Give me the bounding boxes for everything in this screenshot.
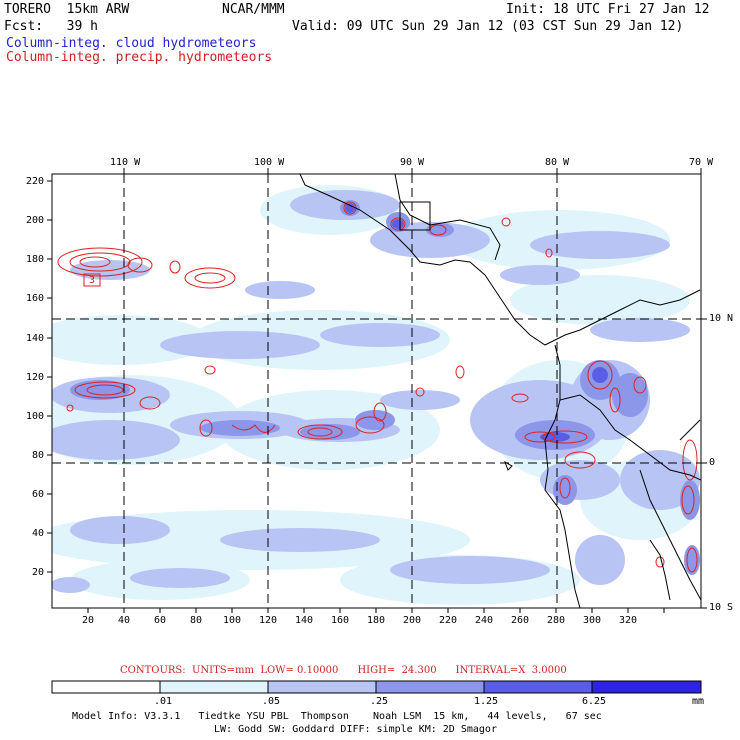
x-tick-label: 20: [82, 615, 95, 626]
x-tick-label: 140: [295, 615, 314, 626]
x-tick-label: 180: [367, 615, 386, 626]
lon-label: 100 W: [254, 157, 285, 168]
x-tick-label: 60: [154, 615, 167, 626]
contour-value-label: 3: [89, 275, 96, 286]
x-tick-label: 280: [547, 615, 566, 626]
physics-info: LW: Godd SW: Goddard DIFF: simple KM: 2D…: [214, 724, 497, 735]
y-tick-label: 140: [26, 333, 45, 344]
lon-label: 70 W: [689, 157, 714, 168]
colorbar-label: .05: [262, 696, 281, 707]
field-cloud-label: Column-integ. cloud hydrometeors: [6, 36, 257, 51]
x-tick-label: 300: [583, 615, 602, 626]
lon-label: 110 W: [110, 157, 141, 168]
y-tick-label: 180: [26, 254, 45, 265]
lon-label: 90 W: [400, 157, 425, 168]
colorbar-label: .25: [370, 696, 389, 707]
x-tick-label: 260: [511, 615, 530, 626]
init-time: Init: 18 UTC Fri 27 Jan 12: [506, 2, 710, 17]
org-label: NCAR/MMM: [222, 2, 285, 17]
x-tick-label: 120: [259, 615, 278, 626]
x-tick-label: 40: [118, 615, 131, 626]
field-precip-label: Column-integ. precip. hydrometeors: [6, 50, 273, 65]
y-tick-label: 100: [26, 411, 45, 422]
y-tick-label: 160: [26, 293, 45, 304]
x-tick-label: 100: [223, 615, 242, 626]
forecast-hour: Fcst: 39 h: [4, 19, 98, 34]
x-tick-label: 240: [475, 615, 494, 626]
colorbar-label: 6.25: [582, 696, 607, 707]
y-tick-label: 60: [32, 489, 45, 500]
y-tick-label: 80: [32, 450, 45, 461]
lat-label: 10 N: [709, 313, 734, 324]
lat-lon-grid: [52, 174, 701, 608]
model-info: Model Info: V3.3.1 Tiedtke YSU PBL Thomp…: [72, 711, 602, 722]
x-tick-label: 220: [439, 615, 458, 626]
x-tick-label: 160: [331, 615, 350, 626]
contour-info: CONTOURS: UNITS=mm LOW= 0.10000 HIGH= 24…: [120, 665, 567, 676]
y-tick-label: 220: [26, 176, 45, 187]
hydrometeor-field: [52, 174, 701, 608]
x-tick-label: 80: [190, 615, 203, 626]
y-tick-label: 120: [26, 372, 45, 383]
colorbar-label: 1.25: [474, 696, 499, 707]
valid-time: Valid: 09 UTC Sun 29 Jan 12 (03 CST Sun …: [292, 19, 684, 34]
lat-label: 10 S: [709, 602, 734, 613]
y-tick-label: 20: [32, 567, 45, 578]
y-tick-label: 40: [32, 528, 45, 539]
colorbar-label: .01: [154, 696, 173, 707]
colorbar-unit: mm: [692, 696, 705, 707]
x-tick-label: 200: [403, 615, 422, 626]
colorbar: [51, 680, 702, 694]
model-title: TORERO 15km ARW: [4, 2, 130, 17]
lon-label: 80 W: [545, 157, 570, 168]
lat-label: 0: [709, 457, 716, 468]
x-tick-label: 320: [619, 615, 638, 626]
y-tick-label: 200: [26, 215, 45, 226]
